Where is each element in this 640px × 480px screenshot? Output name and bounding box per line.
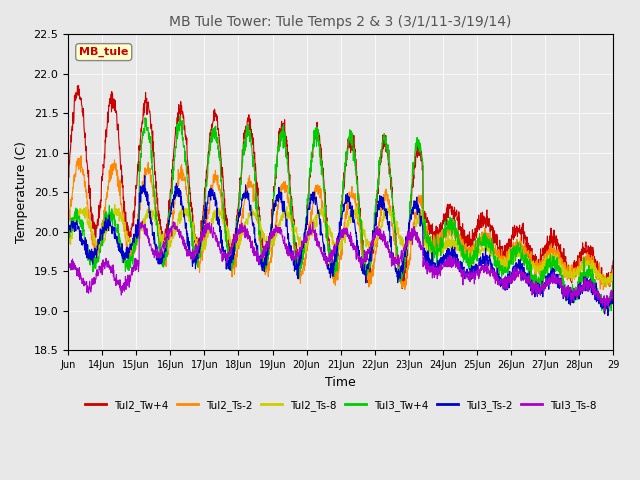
Legend: Tul2_Tw+4, Tul2_Ts-2, Tul2_Ts-8, Tul3_Tw+4, Tul3_Ts-2, Tul3_Ts-8: Tul2_Tw+4, Tul2_Ts-2, Tul2_Ts-8, Tul3_Tw… [81,396,600,415]
Text: MB_tule: MB_tule [79,47,129,57]
X-axis label: Time: Time [325,376,356,389]
Y-axis label: Temperature (C): Temperature (C) [15,142,28,243]
Title: MB Tule Tower: Tule Temps 2 & 3 (3/1/11-3/19/14): MB Tule Tower: Tule Temps 2 & 3 (3/1/11-… [170,15,512,29]
